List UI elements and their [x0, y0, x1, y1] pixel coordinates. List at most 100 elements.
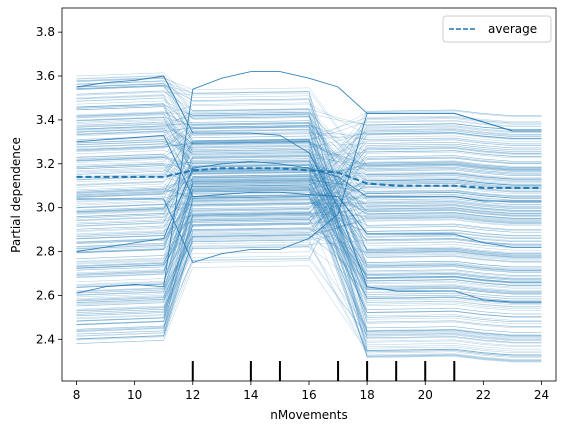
ice-line: [76, 84, 542, 271]
ice-line: [76, 175, 542, 273]
ice-line: [76, 145, 542, 319]
ice-line: [76, 227, 542, 278]
ice-line: [76, 121, 542, 224]
ice-line: [76, 210, 542, 307]
ice-line: [76, 228, 542, 340]
ice-line: [76, 115, 542, 292]
ice-line: [76, 180, 542, 304]
ice-line: [76, 166, 542, 238]
ice-line: [76, 212, 542, 243]
ice-line: [76, 180, 542, 288]
ice-line: [76, 138, 542, 327]
ice-line: [76, 151, 542, 303]
x-tick-label: 8: [73, 388, 81, 402]
y-tick-label: 3.6: [36, 69, 55, 83]
ice-line: [76, 120, 542, 270]
ice-line: [76, 194, 542, 241]
ice-line: [76, 117, 542, 219]
ice-line: [76, 137, 542, 294]
ice-line: [76, 116, 542, 304]
ice-line: [76, 103, 542, 251]
ice-line: [76, 139, 542, 230]
ice-line: [76, 90, 542, 280]
ice-line: [76, 183, 542, 253]
y-axis-label: Partial dependence: [9, 137, 23, 253]
ice-line: [76, 168, 542, 318]
ice-line: [76, 204, 542, 236]
ice-line: [76, 114, 542, 174]
average-line-layer: [76, 167, 542, 189]
ice-line: [76, 164, 542, 219]
ice-line: [76, 219, 542, 286]
ice-line: [76, 150, 542, 332]
ice-line: [76, 167, 542, 247]
ice-line: [76, 176, 542, 283]
ice-line: [76, 175, 542, 253]
ice-line: [76, 157, 542, 336]
ice-line: [76, 128, 542, 286]
ice-line: [76, 207, 542, 330]
ice-line: [76, 118, 542, 343]
ice-line: [76, 120, 542, 177]
ice-line: [76, 189, 542, 315]
ice-line: [76, 122, 542, 201]
ice-line: [76, 123, 542, 284]
ice-line: [76, 125, 542, 166]
ice-line: [76, 178, 542, 219]
ice-line: [76, 235, 542, 299]
ice-line: [76, 86, 542, 322]
ice-line: [76, 175, 542, 211]
ice-line: [76, 77, 542, 178]
ice-line: [76, 134, 542, 248]
ice-line: [76, 77, 542, 171]
ice-line: [76, 179, 542, 350]
ice-line: [76, 139, 542, 343]
ice-line: [76, 166, 542, 242]
ice-line: [76, 153, 542, 311]
ice-line: [76, 112, 542, 264]
ice-line: [76, 126, 542, 278]
ice-line: [76, 122, 542, 324]
ice-line: [76, 83, 542, 327]
ice-line: [76, 234, 542, 340]
y-tick-label: 2.8: [36, 245, 55, 259]
ice-line: [76, 80, 542, 289]
ice-line: [76, 197, 542, 245]
ice-line: [76, 209, 542, 307]
ice-line: [76, 112, 542, 216]
ice-line: [76, 205, 542, 275]
ice-line: [76, 189, 542, 286]
ice-line: [76, 190, 542, 250]
ice-line: [76, 222, 542, 303]
ice-line: [76, 201, 542, 274]
ice-line: [76, 140, 542, 196]
ice-line: [76, 141, 542, 188]
ice-line: [76, 126, 542, 292]
legend: average: [442, 15, 552, 43]
ice-line: [76, 139, 542, 340]
ice-line: [76, 176, 542, 326]
ice-line: [76, 130, 542, 183]
ice-line: [76, 184, 542, 255]
x-tick-label: 22: [476, 388, 491, 402]
ice-line: [76, 132, 542, 162]
ice-line: [76, 128, 542, 232]
ice-line: [76, 177, 542, 338]
ice-line: [76, 163, 542, 226]
ice-line: [76, 156, 542, 337]
ice-line: [76, 157, 542, 275]
ice-line: [76, 151, 542, 263]
ice-line: [76, 158, 542, 215]
ice-line: [76, 109, 542, 260]
ice-line: [76, 163, 542, 288]
ice-line: [76, 120, 542, 254]
ice-line: [76, 103, 542, 139]
y-tick-label: 3.0: [36, 201, 55, 215]
ice-line: [76, 125, 542, 219]
ice-line: [76, 110, 542, 212]
ice-line: [76, 123, 542, 157]
ice-line: [76, 157, 542, 283]
y-tick-label: 2.6: [36, 288, 55, 302]
ice-line: [76, 103, 542, 189]
ice-line: [76, 130, 542, 186]
